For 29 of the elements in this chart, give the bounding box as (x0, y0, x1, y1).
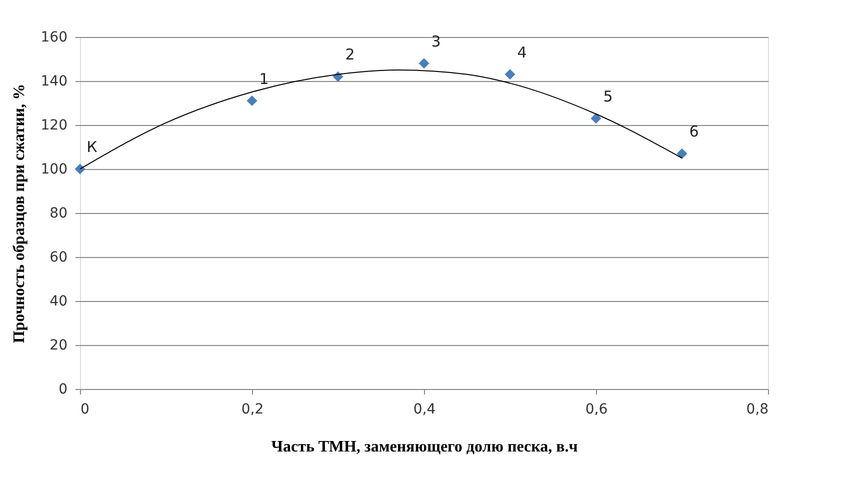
point (418, 58, 430, 69)
y-tick-label: 160 (40, 30, 68, 46)
y-axis-title: Прочность образцов при сжатии, % (10, 84, 28, 344)
annotation: 5 (603, 87, 613, 106)
y-tick-label: 120 (40, 118, 68, 134)
annotation: 2 (345, 46, 355, 64)
y-tick-label: 40 (50, 294, 68, 310)
y-tick-label: 60 (50, 250, 68, 266)
point (246, 96, 258, 106)
annotation: 6 (689, 122, 699, 141)
point (74, 164, 86, 174)
x-tick-label: 0,6 (585, 402, 608, 418)
x-axis-title: Часть ТМН, заменяющего долю песка, в.ч (271, 438, 578, 456)
y-tick-label: 140 (40, 74, 68, 90)
point (590, 113, 602, 124)
y-tick-label: 80 (50, 206, 68, 222)
point (504, 69, 516, 80)
x-tick-label: 0,8 (746, 402, 768, 418)
annotation: 3 (431, 32, 441, 50)
x-tick-label: 0,2 (241, 402, 264, 418)
annotation: 4 (517, 43, 527, 62)
point (676, 148, 688, 159)
y-tick-label: 20 (50, 338, 68, 354)
annotation: 1 (259, 70, 269, 88)
y-tick-label: 0 (58, 382, 68, 398)
x-tick-label: 0 (80, 402, 90, 418)
y-tick-label: 100 (40, 162, 68, 178)
annotation: К (86, 138, 98, 156)
x-tick-label: 0,4 (413, 402, 436, 418)
